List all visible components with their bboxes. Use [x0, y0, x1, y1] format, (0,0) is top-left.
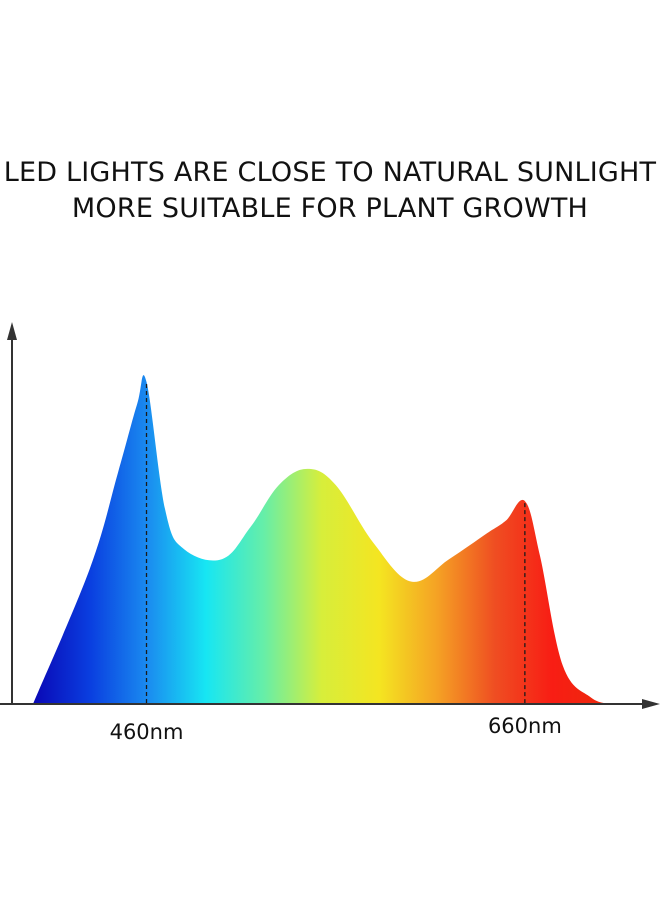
peak-label-460: 460nm: [110, 720, 184, 744]
x-axis-arrow: [642, 699, 660, 709]
headline-line-2: MORE SUITABLE FOR PLANT GROWTH: [71, 193, 589, 224]
peak-label-660: 660nm: [488, 714, 562, 738]
headline-line-1: LED LIGHTS ARE CLOSE TO NATURAL SUNLIGHT: [3, 157, 657, 188]
y-axis-arrow: [7, 322, 17, 340]
spectrum-area: [33, 375, 610, 704]
